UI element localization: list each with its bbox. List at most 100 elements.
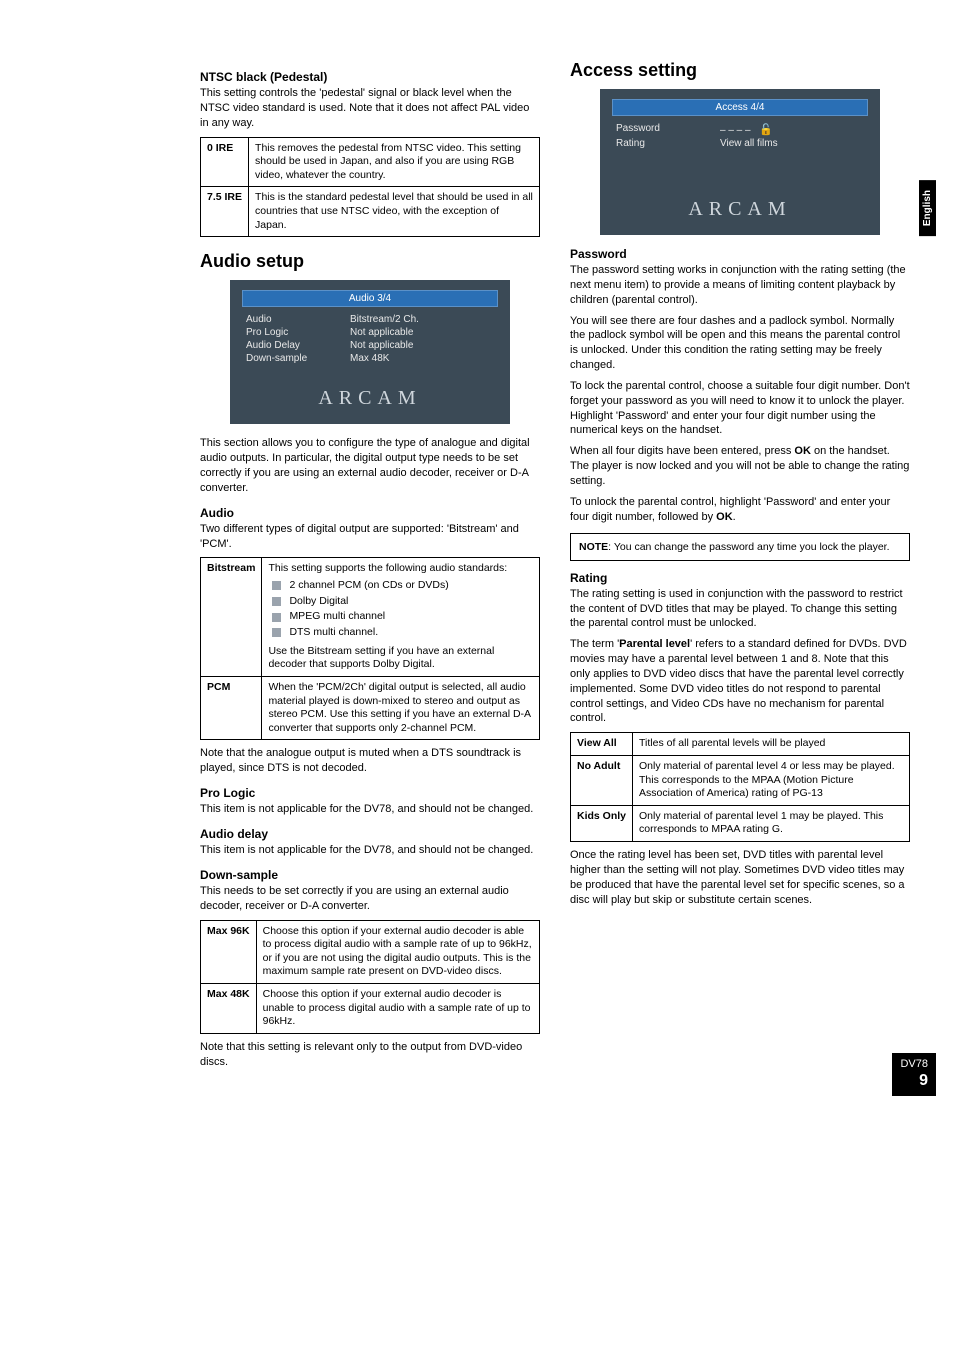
panel-key: Pro Logic [246,327,336,338]
list-item: DTS multi channel. [268,625,533,641]
audiodelay-title: Audio delay [200,827,540,841]
right-column: Access setting Access 4/4 Password – – –… [570,60,910,1076]
ntsc-table: 0 IRE This removes the pedestal from NTS… [200,137,540,238]
bitstream-tail: Use the Bitstream setting if you have an… [268,645,494,671]
panel-value: Max 48K [336,353,494,364]
panel-value: Not applicable [336,340,494,351]
cell-desc: Choose this option if your external audi… [256,920,539,984]
panel-row: Audio DelayNot applicable [242,339,498,352]
audio-intro: Two different types of digital output ar… [200,522,540,552]
audio-note: Note that the analogue output is muted w… [200,746,540,776]
note-body: : You can change the password any time y… [608,541,889,553]
panel-key: Audio Delay [246,340,336,351]
panel-value: Bitstream/2 Ch. [336,314,494,325]
password-dashes: – – – – [720,125,751,136]
panel-row: Password – – – – 🔓 [612,122,868,137]
ntsc-intro: This setting controls the 'pedestal' sig… [200,86,540,131]
password-para: The password setting works in conjunctio… [570,263,910,308]
cell-desc: This removes the pedestal from NTSC vide… [249,137,540,187]
audio-title: Audio [200,506,540,520]
ntsc-title: NTSC black (Pedestal) [200,70,540,84]
note-label: NOTE [579,541,608,553]
downsample-table: Max 96K Choose this option if your exter… [200,920,540,1034]
rating-outro: Once the rating level has been set, DVD … [570,848,910,907]
rating-pl-para: The term 'Parental level' refers to a st… [570,637,910,726]
left-column: NTSC black (Pedestal) This setting contr… [200,60,540,1076]
table-row: Kids Only Only material of parental leve… [571,805,910,841]
panel-value: View all films [706,138,864,149]
bitstream-bullets: 2 channel PCM (on CDs or DVDs) Dolby Dig… [268,578,533,641]
cell-desc: When the 'PCM/2Ch' digital output is sel… [262,676,540,740]
cell-label: 7.5 IRE [201,187,249,237]
cell-desc: Only material of parental level 4 or les… [633,755,910,805]
list-item: MPEG multi channel [268,609,533,625]
ok-label: OK [716,511,733,523]
table-row: No Adult Only material of parental level… [571,755,910,805]
rating-title: Rating [570,571,910,585]
cell-label: Max 48K [201,984,257,1034]
cell-desc: Only material of parental level 1 may be… [633,805,910,841]
list-item: 2 channel PCM (on CDs or DVDs) [268,578,533,594]
panel-logo: ARCAM [242,387,498,410]
cell-desc: Choose this option if your external audi… [256,984,539,1034]
rating-table: View All Titles of all parental levels w… [570,732,910,842]
downsample-title: Down-sample [200,868,540,882]
prologic-title: Pro Logic [200,786,540,800]
panel-row: Down-sampleMax 48K [242,352,498,365]
access-panel: Access 4/4 Password – – – – 🔓 Rating Vie… [600,89,880,235]
audiodelay-body: This item is not applicable for the DV78… [200,843,540,858]
cell-label: Kids Only [571,805,633,841]
cell-label: Max 96K [201,920,257,984]
audio-setup-title: Audio setup [200,251,540,272]
bullet-icon [272,628,281,637]
downsample-note: Note that this setting is relevant only … [200,1040,540,1070]
ok-label: OK [794,445,811,457]
text: When all four digits have been entered, … [570,445,794,457]
text: The term ' [570,638,619,650]
page-content: NTSC black (Pedestal) This setting contr… [0,0,954,1116]
audio-setup-intro: This section allows you to configure the… [200,436,540,495]
parental-level-label: Parental level [619,638,690,650]
password-ok-para: When all four digits have been entered, … [570,444,910,489]
downsample-intro: This needs to be set correctly if you ar… [200,884,540,914]
bullet-icon [272,597,281,606]
page-footer: DV78 9 [892,1053,936,1096]
audio-table: Bitstream This setting supports the foll… [200,557,540,740]
cell-label: Bitstream [201,558,262,676]
table-row: 7.5 IRE This is the standard pedestal le… [201,187,540,237]
bullet-text: MPEG multi channel [289,610,385,624]
panel-key: Rating [616,138,706,149]
password-para: To lock the parental control, choose a s… [570,379,910,438]
rating-intro: The rating setting is used in conjunctio… [570,587,910,632]
prologic-body: This item is not applicable for the DV78… [200,802,540,817]
cell-desc: Titles of all parental levels will be pl… [633,733,910,756]
cell-label: View All [571,733,633,756]
cell-label: No Adult [571,755,633,805]
table-row: Max 96K Choose this option if your exter… [201,920,540,984]
panel-row: AudioBitstream/2 Ch. [242,313,498,326]
audio-panel: Audio 3/4 AudioBitstream/2 Ch. Pro Logic… [230,280,510,424]
text: . [733,511,736,523]
footer-model: DV78 [900,1057,928,1071]
cell-label: PCM [201,676,262,740]
cell-desc: This setting supports the following audi… [262,558,540,676]
password-title: Password [570,247,910,261]
panel-title-bar: Access 4/4 [612,99,868,116]
panel-key: Audio [246,314,336,325]
footer-page-number: 9 [900,1071,928,1092]
password-para: You will see there are four dashes and a… [570,314,910,373]
bullet-text: DTS multi channel. [289,626,378,640]
table-row: View All Titles of all parental levels w… [571,733,910,756]
bitstream-lead: This setting supports the following audi… [268,562,507,574]
panel-logo: ARCAM [612,198,868,221]
panel-key: Password [616,123,706,136]
panel-row: Pro LogicNot applicable [242,326,498,339]
panel-key: Down-sample [246,353,336,364]
panel-value: – – – – 🔓 [706,123,864,136]
text: ' refers to a standard defined for DVDs.… [570,638,907,724]
access-title: Access setting [570,60,910,81]
password-unlock-para: To unlock the parental control, highligh… [570,495,910,525]
language-tab: English [919,180,936,236]
bullet-icon [272,613,281,622]
table-row: Bitstream This setting supports the foll… [201,558,540,676]
